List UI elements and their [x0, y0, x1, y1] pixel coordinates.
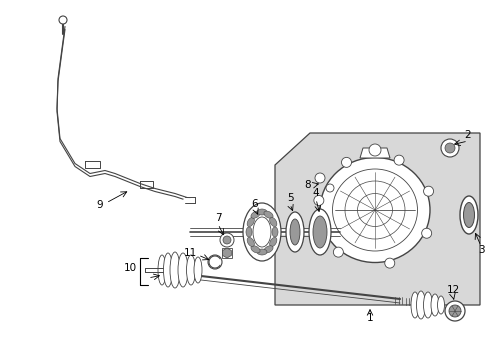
Circle shape: [368, 144, 380, 156]
Ellipse shape: [416, 291, 425, 319]
Ellipse shape: [264, 246, 272, 253]
Circle shape: [423, 186, 433, 196]
Ellipse shape: [252, 217, 270, 247]
Text: 11: 11: [183, 248, 196, 258]
Ellipse shape: [312, 216, 326, 248]
Ellipse shape: [246, 237, 254, 247]
Ellipse shape: [170, 252, 180, 288]
Ellipse shape: [245, 227, 251, 237]
Text: 3: 3: [477, 245, 483, 255]
Ellipse shape: [178, 253, 187, 287]
Polygon shape: [222, 248, 231, 258]
Polygon shape: [359, 148, 389, 158]
Ellipse shape: [345, 181, 404, 239]
Text: 9: 9: [97, 200, 103, 210]
Ellipse shape: [163, 253, 172, 287]
Text: 8: 8: [304, 180, 311, 190]
Ellipse shape: [269, 237, 276, 247]
Text: 5: 5: [286, 193, 293, 203]
Ellipse shape: [243, 203, 281, 261]
Circle shape: [341, 157, 351, 167]
Text: 10: 10: [123, 263, 136, 273]
Ellipse shape: [158, 255, 165, 285]
Ellipse shape: [271, 227, 278, 237]
Ellipse shape: [423, 292, 431, 318]
Ellipse shape: [257, 209, 266, 215]
Ellipse shape: [250, 246, 260, 253]
Ellipse shape: [308, 209, 330, 255]
Text: 1: 1: [366, 313, 372, 323]
Circle shape: [440, 139, 458, 157]
Circle shape: [313, 195, 323, 206]
Ellipse shape: [430, 294, 438, 316]
Ellipse shape: [194, 257, 202, 283]
Text: 12: 12: [446, 285, 459, 295]
Ellipse shape: [264, 211, 272, 218]
Circle shape: [314, 173, 325, 183]
Ellipse shape: [410, 292, 418, 318]
Text: 4: 4: [312, 188, 319, 198]
Circle shape: [393, 155, 403, 165]
Ellipse shape: [332, 169, 417, 251]
Text: 7: 7: [214, 213, 221, 223]
Ellipse shape: [357, 194, 392, 226]
Circle shape: [421, 228, 431, 238]
Circle shape: [207, 255, 222, 269]
Ellipse shape: [223, 236, 230, 244]
Circle shape: [444, 143, 454, 153]
Circle shape: [59, 16, 67, 24]
Circle shape: [333, 247, 343, 257]
Polygon shape: [274, 133, 479, 305]
Ellipse shape: [220, 233, 234, 247]
Ellipse shape: [463, 202, 473, 228]
Circle shape: [444, 301, 464, 321]
Text: 6: 6: [251, 199, 258, 209]
Circle shape: [384, 258, 394, 268]
Ellipse shape: [250, 211, 260, 218]
Ellipse shape: [459, 196, 477, 234]
Circle shape: [448, 305, 460, 317]
Ellipse shape: [319, 158, 429, 262]
Ellipse shape: [289, 219, 299, 245]
Text: 2: 2: [464, 130, 470, 140]
Ellipse shape: [437, 296, 444, 314]
Ellipse shape: [186, 255, 195, 285]
Circle shape: [325, 184, 333, 192]
Ellipse shape: [285, 212, 304, 252]
Ellipse shape: [269, 217, 276, 226]
Ellipse shape: [246, 217, 254, 226]
Ellipse shape: [257, 249, 266, 255]
